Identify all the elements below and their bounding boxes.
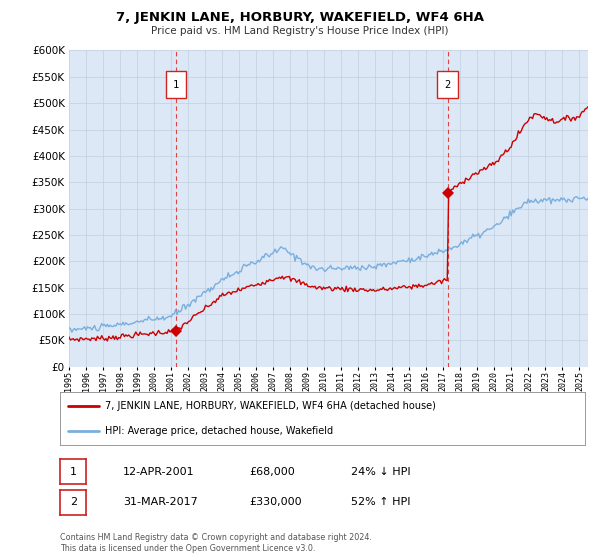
Text: This data is licensed under the Open Government Licence v3.0.: This data is licensed under the Open Gov…: [60, 544, 316, 553]
Text: 52% ↑ HPI: 52% ↑ HPI: [351, 497, 410, 507]
Text: 1: 1: [173, 80, 179, 90]
Text: £330,000: £330,000: [249, 497, 302, 507]
Text: Contains HM Land Registry data © Crown copyright and database right 2024.: Contains HM Land Registry data © Crown c…: [60, 533, 372, 542]
Text: HPI: Average price, detached house, Wakefield: HPI: Average price, detached house, Wake…: [104, 426, 333, 436]
Text: £68,000: £68,000: [249, 466, 295, 477]
FancyBboxPatch shape: [437, 72, 458, 98]
Text: 12-APR-2001: 12-APR-2001: [123, 466, 194, 477]
FancyBboxPatch shape: [166, 72, 186, 98]
Text: 2: 2: [70, 497, 77, 507]
Text: 31-MAR-2017: 31-MAR-2017: [123, 497, 198, 507]
Text: 2: 2: [445, 80, 451, 90]
Text: 24% ↓ HPI: 24% ↓ HPI: [351, 466, 410, 477]
Text: 1: 1: [70, 466, 77, 477]
Text: 7, JENKIN LANE, HORBURY, WAKEFIELD, WF4 6HA (detached house): 7, JENKIN LANE, HORBURY, WAKEFIELD, WF4 …: [104, 402, 436, 412]
Text: Price paid vs. HM Land Registry's House Price Index (HPI): Price paid vs. HM Land Registry's House …: [151, 26, 449, 36]
Text: 7, JENKIN LANE, HORBURY, WAKEFIELD, WF4 6HA: 7, JENKIN LANE, HORBURY, WAKEFIELD, WF4 …: [116, 11, 484, 24]
